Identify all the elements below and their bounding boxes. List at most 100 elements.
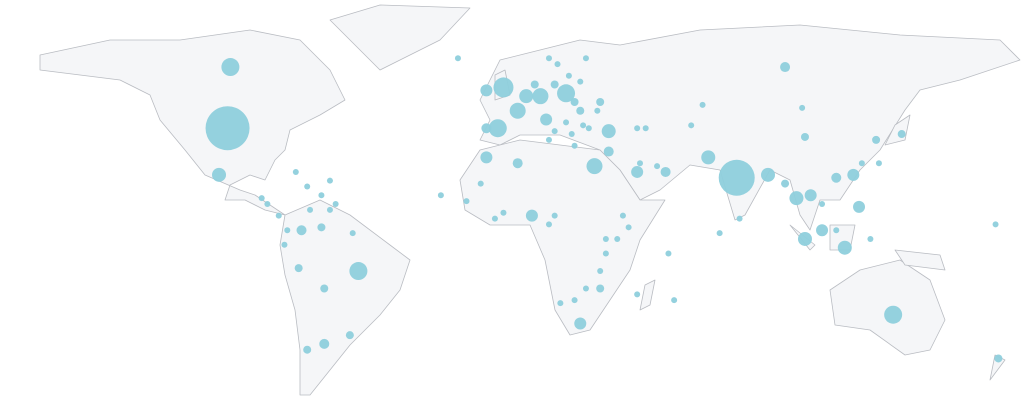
bubble xyxy=(847,168,860,181)
bubble xyxy=(319,338,330,349)
bubble xyxy=(867,235,874,242)
bubble xyxy=(532,88,549,105)
bubble xyxy=(597,268,604,275)
bubble xyxy=(551,128,558,135)
bubble xyxy=(275,212,282,219)
bubble xyxy=(634,291,641,298)
bubble xyxy=(797,231,812,246)
bubble xyxy=(634,125,641,132)
bubble xyxy=(781,179,790,188)
bubble xyxy=(568,131,575,138)
bubble xyxy=(614,235,621,242)
bubble xyxy=(602,250,609,257)
bubble xyxy=(304,183,311,190)
new-guinea xyxy=(894,249,946,271)
bubble xyxy=(205,106,250,151)
bubble xyxy=(789,191,804,206)
north-america xyxy=(39,29,346,216)
bubble xyxy=(596,284,605,293)
bubble xyxy=(264,201,271,207)
bubble xyxy=(603,146,614,157)
bubble xyxy=(530,80,539,89)
bubble xyxy=(665,250,672,257)
bubble xyxy=(577,78,584,85)
bubble xyxy=(437,192,444,199)
japan xyxy=(884,114,911,146)
bubble xyxy=(586,158,603,175)
bubble xyxy=(833,227,840,234)
bubble xyxy=(594,107,601,114)
bubble xyxy=(585,125,592,132)
bubble xyxy=(571,297,578,304)
bubble xyxy=(716,230,723,237)
bubble xyxy=(642,125,649,132)
bubble xyxy=(292,168,299,175)
bubble xyxy=(525,209,538,222)
madagascar xyxy=(639,279,656,311)
land xyxy=(39,4,1021,396)
bubble xyxy=(570,98,579,106)
bubble xyxy=(317,223,326,232)
bubble xyxy=(619,212,626,219)
bubble xyxy=(718,159,755,196)
bubble xyxy=(819,201,826,207)
bubble xyxy=(992,221,999,228)
bubble xyxy=(519,89,534,104)
bubble xyxy=(477,180,484,187)
bubble xyxy=(481,123,492,134)
bubble xyxy=(326,206,333,213)
bubble xyxy=(761,167,775,182)
bubble xyxy=(582,285,589,292)
bubble xyxy=(800,132,809,141)
bubble xyxy=(326,177,333,184)
bubble xyxy=(307,206,314,213)
bubble xyxy=(545,221,552,228)
bubble xyxy=(281,241,288,248)
bubble xyxy=(491,215,498,222)
bubble xyxy=(284,227,291,234)
bubble xyxy=(221,58,240,77)
bubble xyxy=(580,122,587,129)
bubble xyxy=(509,102,526,119)
bubble xyxy=(320,284,329,293)
bubble xyxy=(688,122,695,129)
bubble xyxy=(296,225,307,236)
bubble xyxy=(345,331,354,340)
bubble xyxy=(736,215,743,222)
greenland xyxy=(329,4,471,71)
bubble xyxy=(557,84,576,103)
bubble xyxy=(565,72,572,79)
bubble xyxy=(493,77,514,98)
bubble xyxy=(294,264,303,273)
bubble xyxy=(831,172,842,183)
bubble xyxy=(258,195,265,202)
bubble xyxy=(858,160,865,167)
bubble xyxy=(637,160,643,167)
bubble xyxy=(332,201,339,207)
bubble xyxy=(480,151,493,164)
bubble xyxy=(601,124,616,139)
bubble xyxy=(554,61,561,68)
bubble xyxy=(500,209,507,216)
bubble xyxy=(349,230,356,237)
bubble xyxy=(853,200,866,213)
bubble xyxy=(816,224,829,237)
bubble xyxy=(349,262,368,281)
bubble xyxy=(545,55,552,62)
bubble xyxy=(582,55,589,62)
bubble xyxy=(512,158,523,169)
bubble xyxy=(699,101,706,108)
bubble xyxy=(780,62,791,73)
australia xyxy=(829,259,946,356)
bubble xyxy=(318,192,325,199)
bubble xyxy=(563,119,570,126)
bubble xyxy=(701,150,716,165)
bubble xyxy=(463,198,470,205)
bubble xyxy=(303,345,312,354)
bubble xyxy=(631,165,644,178)
bubble xyxy=(488,119,507,138)
bubble xyxy=(837,240,852,255)
bubble xyxy=(480,84,493,97)
bubble xyxy=(551,212,558,219)
bubble xyxy=(576,106,585,115)
